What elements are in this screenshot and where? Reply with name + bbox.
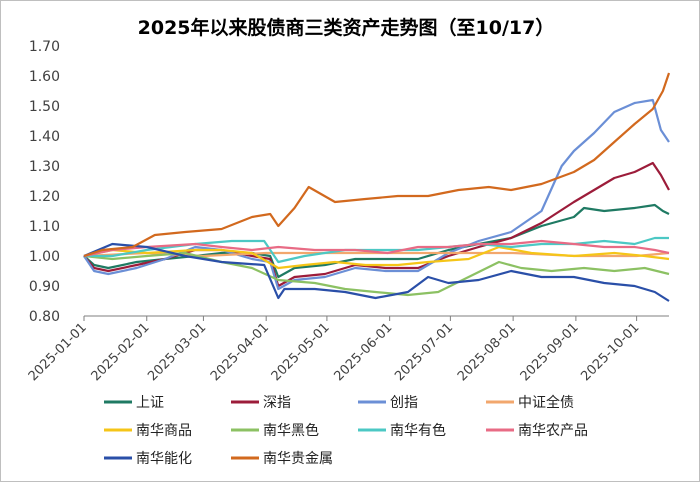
y-tick-label: 1.00 xyxy=(29,249,60,265)
x-tick-label: 2025-08-01 xyxy=(455,320,519,384)
series-lines xyxy=(83,72,671,302)
legend-label: 南华黑色 xyxy=(263,422,319,439)
series-line xyxy=(83,245,670,270)
x-tick-label: 2025-04-01 xyxy=(208,320,272,384)
legend-label: 南华农产品 xyxy=(518,423,588,439)
y-tick-label: 0.80 xyxy=(29,309,60,325)
series-line xyxy=(83,239,670,258)
series-line xyxy=(83,251,670,297)
series-line xyxy=(83,72,671,258)
y-tick-label: 1.10 xyxy=(29,219,60,235)
y-tick-label: 1.70 xyxy=(29,39,60,55)
series-line xyxy=(83,242,670,302)
y-tick-label: 0.90 xyxy=(29,279,60,295)
x-tick-label: 2025-03-01 xyxy=(145,320,209,384)
x-tick-label: 2025-10-01 xyxy=(578,320,642,384)
legend-label: 中证全债 xyxy=(518,394,574,411)
x-tick-label: 2025-01-01 xyxy=(26,320,90,384)
x-tick-label: 2025-06-01 xyxy=(331,320,395,384)
y-tick-label: 1.40 xyxy=(29,129,60,145)
series-line xyxy=(83,98,670,291)
legend-label: 南华能化 xyxy=(136,451,192,467)
y-tick-label: 1.60 xyxy=(29,69,60,85)
chart-title: 2025年以来股债商三类资产走势图（至10/17） xyxy=(138,16,555,39)
legend-label: 南华有色 xyxy=(390,422,446,439)
y-tick-label: 1.50 xyxy=(29,99,60,115)
x-axis: 2025-01-012025-02-012025-03-012025-04-01… xyxy=(26,315,669,384)
legend-label: 南华商品 xyxy=(136,423,192,439)
x-tick-label: 2025-07-01 xyxy=(392,320,456,384)
x-tick-label: 2025-05-01 xyxy=(269,320,333,384)
legend-label: 上证 xyxy=(136,395,164,411)
y-axis: 0.80 0.90 1.00 1.10 1.20 1.30 1.40 1.50 1.60 1.70 xyxy=(29,39,60,325)
x-tick-label: 2025-09-01 xyxy=(518,320,582,384)
y-tick-label: 1.30 xyxy=(29,159,60,175)
legend-label: 南华贵金属 xyxy=(263,451,333,467)
legend-label: 创指 xyxy=(390,395,418,411)
y-tick-label: 1.20 xyxy=(29,189,60,205)
legend-label: 深指 xyxy=(263,395,291,411)
x-tick-label: 2025-02-01 xyxy=(89,320,153,384)
